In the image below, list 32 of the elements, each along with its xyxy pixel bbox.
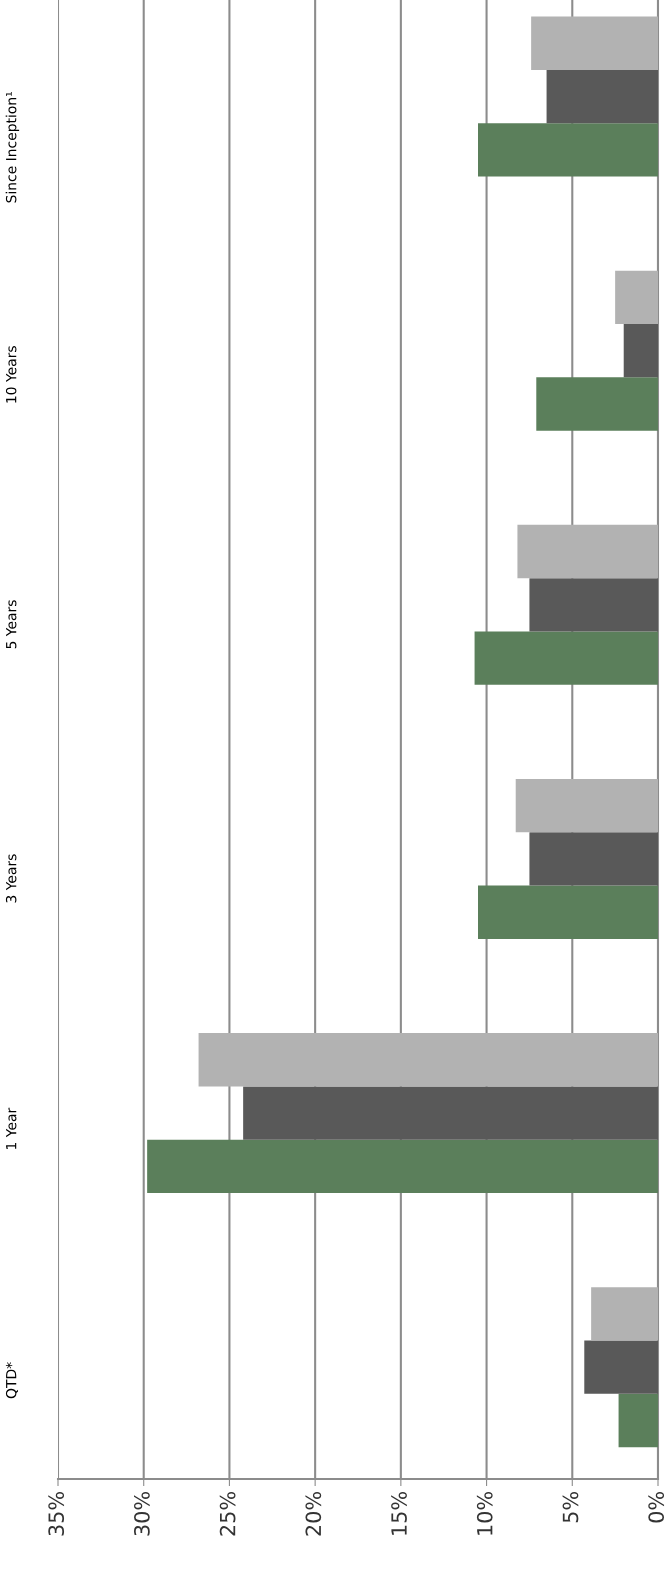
bar — [474, 631, 658, 685]
y-tick-label: 5 Years — [6, 600, 17, 649]
x-tick-label: 10% — [476, 1491, 493, 1535]
x-tick-label: 30% — [134, 1491, 150, 1536]
bar — [623, 324, 658, 378]
bar — [618, 1393, 658, 1448]
bar — [515, 778, 658, 833]
bar — [529, 832, 658, 886]
y-tick-label: 10 Years — [5, 346, 17, 403]
bar — [531, 16, 658, 70]
x-tick-label: 20% — [305, 1491, 322, 1536]
bar — [591, 1287, 658, 1341]
x-tick-label: 5% — [562, 1491, 579, 1523]
y-tick-label: Since Inception¹ — [5, 92, 20, 203]
x-tick-label: 25% — [219, 1491, 236, 1536]
y-tick-label: QTD* — [5, 1362, 19, 1399]
bar — [198, 1033, 658, 1087]
x-tick-label: 35% — [48, 1491, 65, 1536]
bar — [546, 69, 658, 124]
y-tick-label: 3 Years — [5, 854, 17, 903]
y-tick-label: 1 Year — [6, 1107, 17, 1149]
x-tick-label: 15% — [391, 1491, 407, 1535]
bar — [529, 578, 658, 632]
bar — [478, 123, 658, 177]
bar — [517, 524, 658, 579]
bar — [147, 1139, 658, 1194]
bar — [584, 1340, 658, 1394]
bar — [615, 270, 658, 325]
bar — [243, 1086, 658, 1140]
bar — [536, 377, 658, 431]
x-tick-label: 0% — [648, 1491, 665, 1523]
bar — [478, 885, 658, 939]
